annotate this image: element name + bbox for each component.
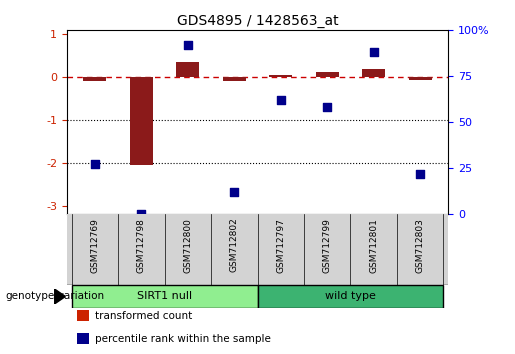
Point bbox=[370, 49, 378, 55]
Text: wild type: wild type bbox=[325, 291, 376, 302]
Text: percentile rank within the sample: percentile rank within the sample bbox=[95, 334, 271, 344]
Point bbox=[323, 104, 331, 110]
Text: GSM712803: GSM712803 bbox=[416, 218, 425, 273]
Point bbox=[91, 162, 99, 167]
Bar bbox=[83, 77, 107, 81]
Point bbox=[277, 97, 285, 103]
Text: transformed count: transformed count bbox=[95, 311, 193, 321]
Text: GSM712797: GSM712797 bbox=[276, 218, 285, 273]
Bar bbox=[176, 62, 199, 77]
Text: GSM712769: GSM712769 bbox=[90, 218, 99, 273]
Point bbox=[416, 171, 424, 177]
Point bbox=[184, 42, 192, 48]
Point bbox=[137, 211, 145, 217]
Bar bbox=[316, 72, 339, 77]
Text: GSM712802: GSM712802 bbox=[230, 218, 239, 273]
Bar bbox=[130, 77, 153, 165]
Text: GSM712798: GSM712798 bbox=[137, 218, 146, 273]
Text: GSM712801: GSM712801 bbox=[369, 218, 378, 273]
Title: GDS4895 / 1428563_at: GDS4895 / 1428563_at bbox=[177, 14, 338, 28]
Point bbox=[230, 189, 238, 195]
Bar bbox=[222, 77, 246, 81]
Bar bbox=[72, 285, 258, 308]
Polygon shape bbox=[54, 289, 65, 304]
Text: GSM712799: GSM712799 bbox=[323, 218, 332, 273]
Text: SIRT1 null: SIRT1 null bbox=[137, 291, 192, 302]
Bar bbox=[269, 75, 293, 77]
Bar bbox=[408, 77, 432, 80]
Text: genotype/variation: genotype/variation bbox=[5, 291, 104, 302]
Bar bbox=[362, 69, 385, 77]
Text: GSM712800: GSM712800 bbox=[183, 218, 192, 273]
Bar bbox=[258, 285, 443, 308]
